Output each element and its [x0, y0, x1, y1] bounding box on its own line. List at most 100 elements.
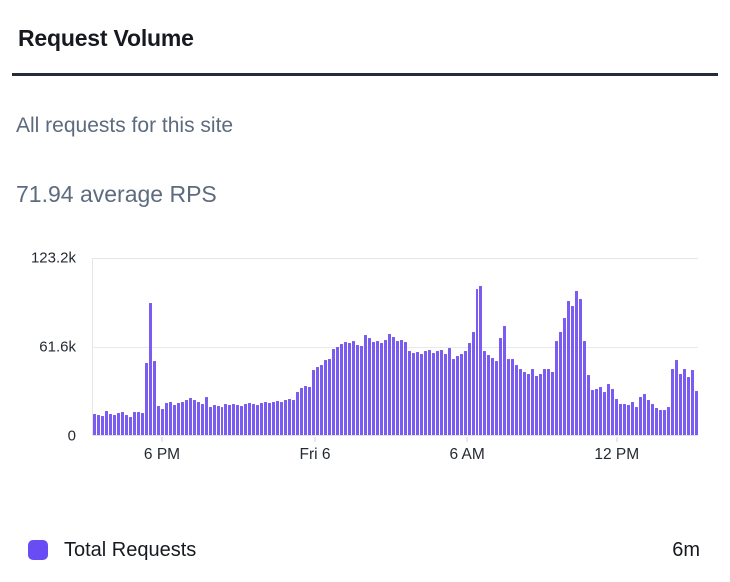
bar-total-requests[interactable]	[379, 342, 383, 435]
bar-total-requests[interactable]	[220, 406, 224, 435]
bar-total-requests[interactable]	[300, 387, 304, 435]
bar-total-requests[interactable]	[559, 332, 563, 435]
bar-total-requests[interactable]	[136, 412, 140, 435]
bar-total-requests[interactable]	[236, 404, 240, 435]
bar-total-requests[interactable]	[403, 341, 407, 435]
bar-total-requests[interactable]	[583, 340, 587, 435]
bar-total-requests[interactable]	[208, 407, 212, 435]
bar-total-requests[interactable]	[658, 410, 662, 435]
bar-total-requests[interactable]	[479, 286, 483, 435]
bar-total-requests[interactable]	[463, 351, 467, 435]
bar-total-requests[interactable]	[312, 370, 316, 435]
bar-total-requests[interactable]	[276, 400, 280, 435]
bar-total-requests[interactable]	[132, 412, 136, 435]
bar-total-requests[interactable]	[355, 344, 359, 435]
bar-total-requests[interactable]	[690, 370, 694, 435]
bar-total-requests[interactable]	[200, 403, 204, 435]
bar-total-requests[interactable]	[340, 343, 344, 435]
bar-total-requests[interactable]	[543, 369, 547, 435]
bar-total-requests[interactable]	[407, 350, 411, 435]
bar-total-requests[interactable]	[395, 341, 399, 435]
bar-total-requests[interactable]	[439, 350, 443, 435]
bar-total-requests[interactable]	[471, 332, 475, 435]
bar-total-requests[interactable]	[571, 305, 575, 435]
bar-total-requests[interactable]	[622, 403, 626, 435]
bar-total-requests[interactable]	[511, 358, 515, 435]
bar-total-requests[interactable]	[144, 363, 148, 435]
bar-total-requests[interactable]	[348, 342, 351, 435]
bar-total-requests[interactable]	[324, 360, 328, 435]
bar-total-requests[interactable]	[606, 383, 610, 435]
bar-total-requests[interactable]	[160, 408, 164, 435]
bar-total-requests[interactable]	[495, 360, 499, 435]
bar-total-requests[interactable]	[336, 347, 340, 435]
bar-total-requests[interactable]	[232, 403, 236, 435]
bar-total-requests[interactable]	[610, 388, 614, 435]
bar-total-requests[interactable]	[128, 417, 132, 435]
bar-total-requests[interactable]	[244, 403, 248, 435]
bar-total-requests[interactable]	[344, 341, 347, 435]
bar-total-requests[interactable]	[248, 402, 252, 435]
bar-total-requests[interactable]	[172, 404, 176, 435]
bar-total-requests[interactable]	[435, 350, 439, 435]
bar-total-requests[interactable]	[686, 377, 690, 435]
bar-total-requests[interactable]	[252, 404, 256, 435]
bar-total-requests[interactable]	[196, 401, 200, 435]
bar-total-requests[interactable]	[650, 403, 654, 435]
bar-total-requests[interactable]	[264, 402, 268, 435]
bar-total-requests[interactable]	[184, 399, 188, 435]
bar-total-requests[interactable]	[240, 405, 244, 435]
bar-total-requests[interactable]	[148, 302, 152, 435]
bar-total-requests[interactable]	[551, 372, 555, 435]
bar-total-requests[interactable]	[626, 405, 630, 435]
bar-total-requests[interactable]	[367, 337, 371, 435]
bar-total-requests[interactable]	[638, 396, 642, 435]
bar-total-requests[interactable]	[670, 368, 674, 435]
bar-total-requests[interactable]	[503, 325, 507, 435]
bar-total-requests[interactable]	[260, 403, 264, 435]
bar-total-requests[interactable]	[451, 358, 455, 435]
bar-total-requests[interactable]	[371, 342, 375, 435]
bar-total-requests[interactable]	[499, 337, 503, 435]
bar-total-requests[interactable]	[100, 416, 104, 435]
bar-total-requests[interactable]	[535, 376, 539, 435]
bar-total-requests[interactable]	[168, 401, 172, 435]
bar-total-requests[interactable]	[387, 333, 391, 435]
bar-total-requests[interactable]	[539, 374, 543, 435]
bar-total-requests[interactable]	[411, 352, 415, 435]
bar-total-requests[interactable]	[383, 339, 387, 435]
bar-total-requests[interactable]	[431, 353, 435, 435]
bar-total-requests[interactable]	[634, 406, 638, 435]
bar-total-requests[interactable]	[467, 342, 471, 435]
bar-total-requests[interactable]	[363, 334, 367, 435]
bar-total-requests[interactable]	[176, 403, 180, 435]
bar-total-requests[interactable]	[272, 401, 276, 435]
bar-total-requests[interactable]	[96, 414, 100, 435]
bar-total-requests[interactable]	[292, 400, 296, 435]
bar-total-requests[interactable]	[459, 353, 463, 435]
bar-total-requests[interactable]	[642, 393, 646, 435]
bar-total-requests[interactable]	[423, 351, 427, 435]
bar-total-requests[interactable]	[491, 357, 495, 435]
bar-total-requests[interactable]	[332, 348, 336, 435]
bar-total-requests[interactable]	[256, 404, 260, 435]
bar-total-requests[interactable]	[547, 368, 551, 435]
bar-total-requests[interactable]	[563, 317, 567, 435]
bar-total-requests[interactable]	[316, 367, 320, 435]
bar-total-requests[interactable]	[567, 300, 571, 435]
bar-total-requests[interactable]	[595, 388, 599, 435]
bar-total-requests[interactable]	[579, 299, 583, 435]
bar-total-requests[interactable]	[296, 392, 300, 435]
bar-total-requests[interactable]	[662, 410, 666, 435]
bar-total-requests[interactable]	[419, 353, 423, 435]
bar-total-requests[interactable]	[666, 406, 670, 435]
bar-total-requests[interactable]	[694, 391, 698, 435]
bar-total-requests[interactable]	[507, 358, 511, 435]
bar-total-requests[interactable]	[308, 387, 312, 435]
bar-total-requests[interactable]	[156, 406, 160, 435]
bar-total-requests[interactable]	[391, 336, 395, 435]
bar-total-requests[interactable]	[268, 403, 272, 435]
bar-total-requests[interactable]	[618, 403, 622, 435]
bar-total-requests[interactable]	[351, 340, 355, 435]
bar-total-requests[interactable]	[483, 350, 487, 435]
